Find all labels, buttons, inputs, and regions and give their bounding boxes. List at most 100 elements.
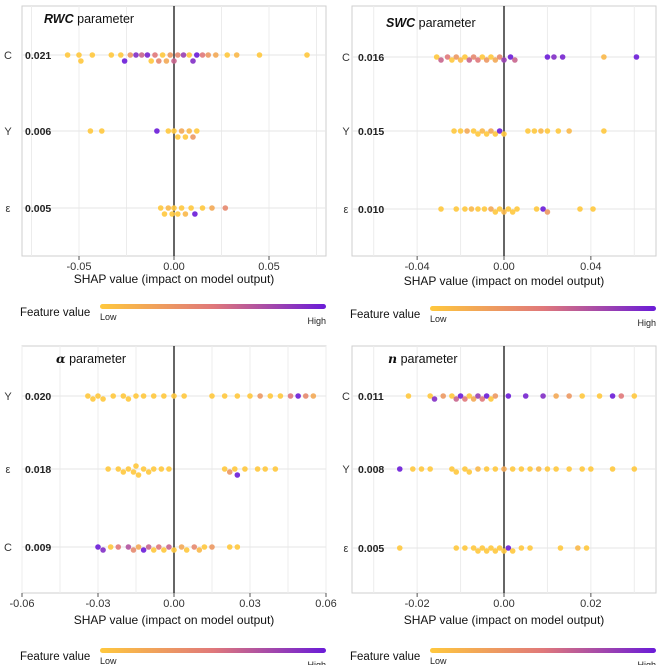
shap-point bbox=[501, 209, 507, 215]
shap-point bbox=[492, 393, 499, 399]
shap-point bbox=[145, 544, 152, 550]
x-tick-label: -0.03 bbox=[85, 598, 110, 610]
feature-importance: 0.011 bbox=[358, 391, 384, 403]
shap-point bbox=[618, 393, 625, 399]
shap-point bbox=[304, 52, 310, 58]
shap-point bbox=[492, 209, 499, 215]
shap-point bbox=[272, 466, 279, 472]
feature-label: Y bbox=[4, 391, 12, 403]
x-tick-label: 0.05 bbox=[258, 261, 279, 273]
shap-point bbox=[509, 209, 516, 215]
legend-title: Feature value bbox=[350, 309, 420, 321]
shap-point bbox=[566, 466, 572, 472]
shap-point bbox=[221, 466, 228, 472]
shap-point bbox=[224, 52, 230, 58]
shap-point bbox=[544, 466, 551, 472]
shap-point bbox=[431, 396, 438, 402]
chart-panel-2: SWC parameter C 0.016 Y 0.015 ε 0.010 -0.04 0.00… bbox=[342, 5, 657, 328]
feature-value-legend: Feature value Low High bbox=[20, 648, 326, 665]
shap-point bbox=[501, 466, 507, 472]
shap-point bbox=[190, 58, 196, 64]
shap-point bbox=[527, 466, 533, 472]
x-tick-label: 0.00 bbox=[163, 261, 184, 273]
shap-point bbox=[150, 466, 157, 472]
shap-point bbox=[175, 52, 181, 58]
shap-point bbox=[449, 466, 455, 472]
shap-point bbox=[462, 396, 468, 402]
panel-title-suffix: parameter bbox=[74, 12, 134, 26]
shap-point bbox=[130, 469, 137, 475]
shap-point bbox=[457, 128, 464, 134]
legend-high-label: High bbox=[307, 660, 326, 665]
shap-point bbox=[505, 545, 512, 551]
shap-point bbox=[483, 548, 490, 554]
panel-title-symbol: α bbox=[56, 351, 66, 366]
shap-point bbox=[89, 52, 96, 58]
feature-importance: 0.015 bbox=[358, 126, 384, 138]
shap-point bbox=[205, 52, 211, 58]
shap-point bbox=[234, 472, 241, 478]
shap-point bbox=[152, 52, 158, 58]
shap-point bbox=[479, 54, 486, 60]
shap-point bbox=[310, 393, 317, 399]
feature-label: C bbox=[342, 391, 350, 403]
shap-point bbox=[475, 131, 481, 137]
shap-point bbox=[544, 209, 551, 215]
legend-colorbar bbox=[100, 304, 326, 309]
panel-title-symbol: RWC bbox=[44, 12, 75, 26]
x-tick-label: 0.00 bbox=[163, 598, 184, 610]
shap-point bbox=[453, 396, 460, 402]
shap-point bbox=[199, 205, 206, 211]
shap-point bbox=[120, 393, 127, 399]
shap-point bbox=[295, 393, 301, 399]
feature-label: Y bbox=[4, 126, 12, 138]
shap-point bbox=[590, 206, 596, 212]
feature-importance: 0.020 bbox=[25, 391, 51, 403]
shap-point bbox=[596, 393, 603, 399]
shap-point bbox=[64, 52, 71, 58]
shap-point bbox=[483, 466, 490, 472]
shap-point bbox=[496, 206, 503, 212]
panel-title-suffix: parameter bbox=[415, 16, 475, 30]
shap-point bbox=[156, 544, 162, 550]
shap-point bbox=[171, 547, 177, 553]
shap-point bbox=[557, 545, 564, 551]
shap-point bbox=[287, 393, 294, 399]
feature-label: Y bbox=[342, 126, 350, 138]
panel-title-suffix: parameter bbox=[66, 352, 126, 366]
shap-point bbox=[462, 206, 468, 212]
feature-label: C bbox=[4, 542, 12, 554]
shap-point bbox=[514, 206, 520, 212]
shap-point bbox=[475, 393, 481, 399]
shap-point bbox=[579, 393, 585, 399]
shap-point bbox=[462, 466, 468, 472]
shap-point bbox=[165, 205, 172, 211]
shap-point bbox=[150, 393, 157, 399]
shap-point bbox=[130, 547, 137, 553]
x-tick-label: 0.00 bbox=[493, 598, 514, 610]
shap-point bbox=[120, 469, 127, 475]
shap-point bbox=[85, 393, 91, 399]
legend-title: Feature value bbox=[20, 307, 90, 319]
shap-point bbox=[127, 52, 134, 58]
shap-point bbox=[535, 466, 542, 472]
shap-point bbox=[479, 396, 486, 402]
shap-point bbox=[257, 393, 263, 399]
shap-point bbox=[470, 396, 477, 402]
shap-point bbox=[110, 393, 116, 399]
shap-point bbox=[76, 52, 82, 58]
panel-title: RWC parameter bbox=[44, 12, 134, 26]
shap-point bbox=[449, 57, 455, 63]
shap-point bbox=[247, 393, 253, 399]
shap-point bbox=[575, 545, 581, 551]
shap-point bbox=[201, 544, 208, 550]
shap-point bbox=[588, 466, 594, 472]
shap-point bbox=[481, 206, 488, 212]
shap-point bbox=[233, 52, 240, 58]
shap-point bbox=[161, 211, 168, 217]
x-tick-label: -0.02 bbox=[405, 598, 430, 610]
shap-point bbox=[544, 54, 551, 60]
feature-value-legend: Feature value Low High bbox=[20, 304, 326, 326]
feature-importance: 0.005 bbox=[25, 203, 51, 215]
shap-point bbox=[410, 466, 416, 472]
